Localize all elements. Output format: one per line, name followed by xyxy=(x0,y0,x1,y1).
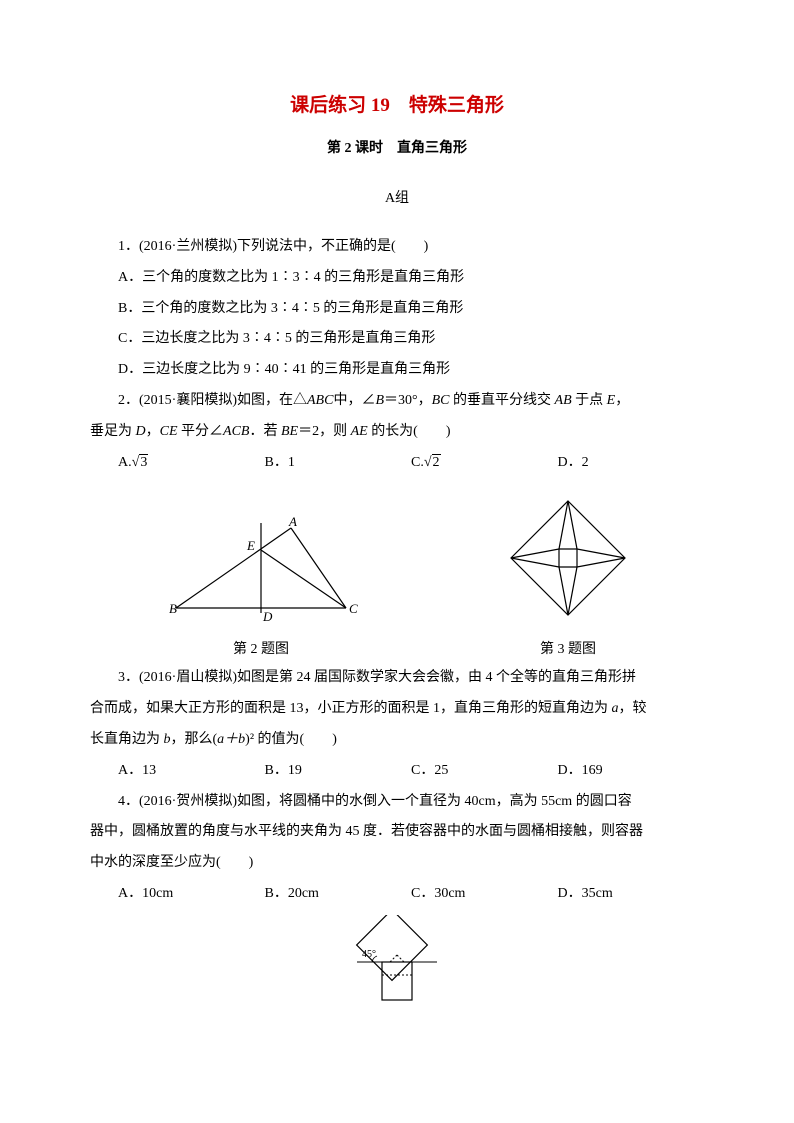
figure-2-caption: 第 2 题图 xyxy=(161,638,361,658)
q2-bc: BC xyxy=(432,393,450,408)
q3-text: 合而成，如果大正方形的面积是 13，小正方形的面积是 1，直角三角形的短直角边为 xyxy=(90,701,612,716)
q1-opt-c: C．三边长度之比为 3∶4∶5 的三角形是直角三角形 xyxy=(90,324,704,355)
q1-opt-a: A．三个角的度数之比为 1∶3∶4 的三角形是直角三角形 xyxy=(90,263,704,294)
q4-line1: 4．(2016·贺州模拟)如图，将圆桶中的水倒入一个直径为 40cm，高为 55… xyxy=(90,787,704,818)
q2-options: A. 3 B．1 C. 2 D．2 xyxy=(90,448,704,479)
figure-2: B A C D E 第 2 题图 xyxy=(161,513,361,658)
q3-opt-c: C．25 xyxy=(411,756,558,787)
q2-stem-line2: 垂足为 D，CE 平分∠ACB．若 BE＝2，则 AE 的长为( ) xyxy=(90,417,704,448)
q2-text: 于点 xyxy=(572,393,607,408)
page-title: 课后练习 19 特殊三角形 xyxy=(90,90,704,117)
q2-b: B xyxy=(375,393,384,408)
q3-options: A．13 B．19 C．25 D．169 xyxy=(90,756,704,787)
q1-opt-b: B．三个角的度数之比为 3∶4∶5 的三角形是直角三角形 xyxy=(90,294,704,325)
opt-a-prefix: A. xyxy=(118,455,132,470)
q3-text: 长直角边为 xyxy=(90,732,164,747)
page-subtitle: 第 2 课时 直角三角形 xyxy=(90,137,704,157)
sqrt-val: 2 xyxy=(432,454,441,470)
q2-d: D xyxy=(136,424,146,439)
q3-b: b xyxy=(164,732,171,747)
bucket-diagram-icon: 45° xyxy=(342,915,452,1005)
svg-text:C: C xyxy=(349,601,358,616)
q2-ce: CE xyxy=(160,424,178,439)
q3-opt-a: A．13 xyxy=(118,756,265,787)
q3-a: a xyxy=(612,701,619,716)
q2-text: ．若 xyxy=(249,424,281,439)
figures-row: B A C D E 第 2 题图 第 3 题图 xyxy=(90,493,704,658)
q3-text: ，那么( xyxy=(171,732,218,747)
q2-opt-a: A. 3 xyxy=(118,448,265,479)
q3-opt-d: D．169 xyxy=(558,756,705,787)
q4-opt-d: D．35cm xyxy=(558,879,705,910)
svg-text:E: E xyxy=(246,538,255,553)
q4-options: A．10cm B．20cm C．30cm D．35cm xyxy=(90,879,704,910)
q3-line2: 合而成，如果大正方形的面积是 13，小正方形的面积是 1，直角三角形的短直角边为… xyxy=(90,694,704,725)
q2-text: 垂足为 xyxy=(90,424,136,439)
sqrt-val: 3 xyxy=(139,454,148,470)
q2-text: ， xyxy=(146,424,160,439)
sqrt-icon: 2 xyxy=(424,448,441,479)
q2-text: ＝2，则 xyxy=(298,424,351,439)
q4-opt-c: C．30cm xyxy=(411,879,558,910)
opt-c-prefix: C. xyxy=(411,455,424,470)
q4-line3: 中水的深度至少应为( ) xyxy=(90,848,704,879)
q2-text: ， xyxy=(615,393,629,408)
q4-opt-a: A．10cm xyxy=(118,879,265,910)
figure-3-caption: 第 3 题图 xyxy=(503,638,633,658)
q2-text: ＝30°， xyxy=(384,393,432,408)
q4-line2: 器中，圆桶放置的角度与水平线的夹角为 45 度．若使容器中的水面与圆桶相接触，则… xyxy=(90,817,704,848)
figure-4: 45° xyxy=(90,915,704,1010)
square-diagram-icon xyxy=(503,493,633,623)
figure-3: 第 3 题图 xyxy=(503,493,633,658)
svg-text:B: B xyxy=(169,601,177,616)
q2-text: 2．(2015·襄阳模拟)如图，在△ xyxy=(118,393,307,408)
q4-opt-b: B．20cm xyxy=(265,879,412,910)
triangle-diagram-icon: B A C D E xyxy=(161,513,361,623)
q2-ab: AB xyxy=(555,393,572,408)
q2-abc: ABC xyxy=(307,393,333,408)
svg-text:A: A xyxy=(288,514,297,529)
group-label: A组 xyxy=(90,187,704,207)
sqrt-icon: 3 xyxy=(132,448,149,479)
svg-text:D: D xyxy=(262,609,273,623)
q3-opt-b: B．19 xyxy=(265,756,412,787)
q3-ab: a＋b xyxy=(217,732,245,747)
q2-be: BE xyxy=(281,424,298,439)
q1-opt-d: D．三边长度之比为 9∶40∶41 的三角形是直角三角形 xyxy=(90,355,704,386)
q2-text: 平分∠ xyxy=(178,424,224,439)
q2-opt-b: B．1 xyxy=(265,448,412,479)
q3-line3: 长直角边为 b，那么(a＋b)² 的值为( ) xyxy=(90,725,704,756)
q2-ae: AE xyxy=(351,424,368,439)
q1-stem: 1．(2016·兰州模拟)下列说法中，不正确的是( ) xyxy=(90,232,704,263)
q2-stem-line1: 2．(2015·襄阳模拟)如图，在△ABC中，∠B＝30°，BC 的垂直平分线交… xyxy=(90,386,704,417)
q3-text: ，较 xyxy=(619,701,647,716)
q3-line1: 3．(2016·眉山模拟)如图是第 24 届国际数学家大会会徽，由 4 个全等的… xyxy=(90,663,704,694)
q2-opt-c: C. 2 xyxy=(411,448,558,479)
q2-text: 的长为( ) xyxy=(368,424,451,439)
q2-opt-d: D．2 xyxy=(558,448,705,479)
q3-text: )² 的值为( ) xyxy=(245,732,337,747)
q2-text: 的垂直平分线交 xyxy=(450,393,555,408)
q2-e: E xyxy=(607,393,616,408)
q2-acb: ACB xyxy=(223,424,249,439)
q2-text: 中，∠ xyxy=(333,393,375,408)
